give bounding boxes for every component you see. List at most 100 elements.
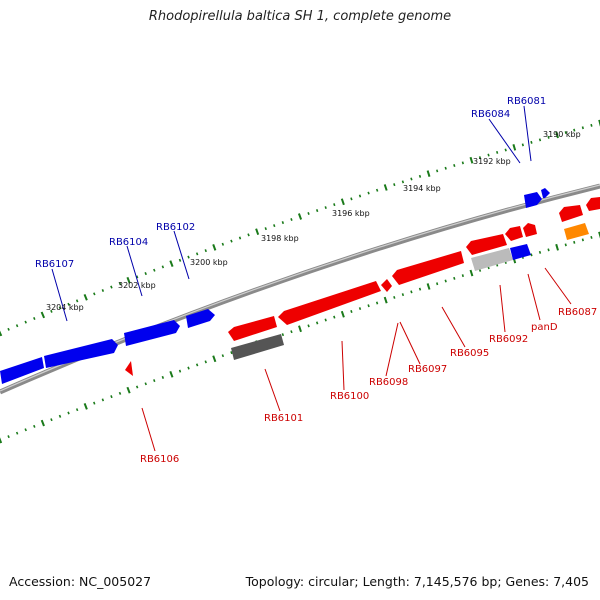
scale-tick	[204, 249, 207, 253]
gene-arrow-reverse[interactable]	[381, 279, 392, 292]
scale-tick	[0, 330, 3, 337]
scale-tick	[383, 184, 388, 191]
scale-tick	[453, 164, 456, 168]
scale-tick	[436, 169, 439, 173]
gene-label[interactable]: RB6100	[330, 391, 369, 402]
scale-tick	[40, 419, 45, 427]
scale-tick	[281, 221, 285, 225]
gene-label[interactable]: RB6102	[156, 222, 195, 233]
gene-label[interactable]: RB6101	[264, 413, 303, 424]
reverse-strand-genes	[125, 197, 600, 376]
gene-arrow-reverse[interactable]	[466, 234, 507, 255]
tick-label: 3190 kbp	[543, 130, 581, 139]
scale-tick	[333, 315, 336, 319]
gene-arrow-forward[interactable]	[186, 309, 215, 328]
gene-label[interactable]: RB6092	[489, 334, 528, 345]
scale-tick	[7, 435, 10, 439]
scale-tick	[512, 144, 517, 151]
gene-arrow-reverse[interactable]	[523, 223, 537, 237]
scale-tick	[297, 213, 303, 220]
gene-label[interactable]: RB6095	[450, 348, 489, 359]
gene-label[interactable]: RB6087	[558, 307, 597, 318]
scale-tick	[195, 363, 199, 367]
gene-arrow-reverse[interactable]	[278, 281, 381, 325]
scale-tick	[144, 382, 147, 386]
gene-label[interactable]: RB6097	[408, 364, 447, 375]
scale-tick	[161, 375, 165, 379]
tick-label: 3204 kbp	[46, 303, 84, 312]
scale-tick	[7, 327, 10, 331]
scale-tick	[0, 437, 3, 444]
gene-block-light-grey[interactable]	[471, 248, 513, 271]
gene-arrow-forward[interactable]	[44, 339, 118, 368]
scale-tick	[461, 161, 464, 165]
scale-tick	[538, 138, 542, 142]
scale-tick	[24, 320, 27, 324]
scale-tick	[383, 296, 388, 304]
scale-tick	[538, 250, 542, 254]
scale-tick	[93, 292, 96, 296]
tick-labels: 3190 kbp 3192 kbp 3194 kbp 3196 kbp 3198…	[46, 130, 581, 312]
scale-tick	[169, 260, 174, 267]
gene-label[interactable]: RB6104	[109, 237, 148, 248]
scale-tick	[230, 351, 233, 355]
scale-tick	[187, 255, 190, 259]
gene-arrow-reverse[interactable]	[392, 251, 464, 285]
scale-tick	[33, 316, 36, 321]
label-leaders	[51, 105, 572, 452]
gene-label[interactable]: RB6084	[471, 109, 510, 120]
scale-tick	[350, 197, 353, 201]
gene-label[interactable]: panD	[531, 322, 558, 333]
gene-arrow-forward[interactable]	[0, 357, 44, 384]
scale-tick	[573, 240, 576, 244]
scale-tick	[135, 385, 139, 389]
gene-arrow-reverse[interactable]	[586, 197, 600, 211]
gene-arrow-forward[interactable]	[124, 320, 180, 346]
gene-arrow-forward[interactable]	[541, 188, 550, 198]
scale-tick	[153, 379, 156, 383]
scale-tick	[547, 135, 550, 139]
scale-tick	[367, 304, 370, 308]
scale-tick	[212, 244, 217, 251]
gene-label[interactable]: RB6081	[507, 96, 546, 107]
gene-arrow-reverse[interactable]	[559, 205, 583, 222]
scale-tick	[247, 233, 250, 237]
scale-tick	[83, 403, 88, 410]
scale-tick	[307, 324, 310, 328]
scale-tick	[426, 283, 431, 290]
gene-label[interactable]: RB6106	[140, 454, 179, 465]
gene-block-forward-small[interactable]	[510, 244, 531, 260]
gene-arrow-reverse[interactable]	[505, 226, 523, 241]
gene-block-grey[interactable]	[231, 334, 284, 360]
scale-tick	[58, 414, 62, 418]
scale-tick	[110, 285, 113, 289]
map-title: Rhodopirellula baltica SH 1, complete ge…	[148, 9, 452, 24]
scale-tick	[290, 330, 293, 334]
forward-gene-labels: RB6081 RB6084 RB6102 RB6104 RB6107	[35, 96, 546, 270]
gene-arrow-reverse-small[interactable]	[125, 361, 133, 376]
scale-tick	[126, 386, 131, 394]
tick-label: 3202 kbp	[118, 281, 156, 290]
gene-block-orange[interactable]	[564, 223, 589, 240]
gene-arrow-forward[interactable]	[524, 192, 542, 208]
scale-tick	[290, 218, 293, 221]
gene-label[interactable]: RB6107	[35, 259, 74, 270]
gene-arrow-reverse[interactable]	[228, 316, 277, 341]
scale-tick	[469, 156, 474, 164]
scale-tick	[350, 309, 353, 313]
scale-tick	[436, 282, 439, 286]
scale-tick	[15, 431, 19, 435]
scale-tick	[590, 123, 593, 127]
scale-tick	[307, 212, 310, 215]
scale-tick	[555, 243, 559, 251]
gene-label[interactable]: RB6098	[369, 377, 408, 388]
scale-tick	[75, 408, 79, 412]
scale-tick	[487, 153, 490, 157]
scale-tick	[530, 140, 533, 144]
scale-tick	[238, 236, 242, 240]
scale-tick	[50, 418, 53, 422]
scale-tick	[444, 166, 447, 170]
scale-tick	[340, 198, 345, 206]
scale-tick	[58, 306, 62, 310]
